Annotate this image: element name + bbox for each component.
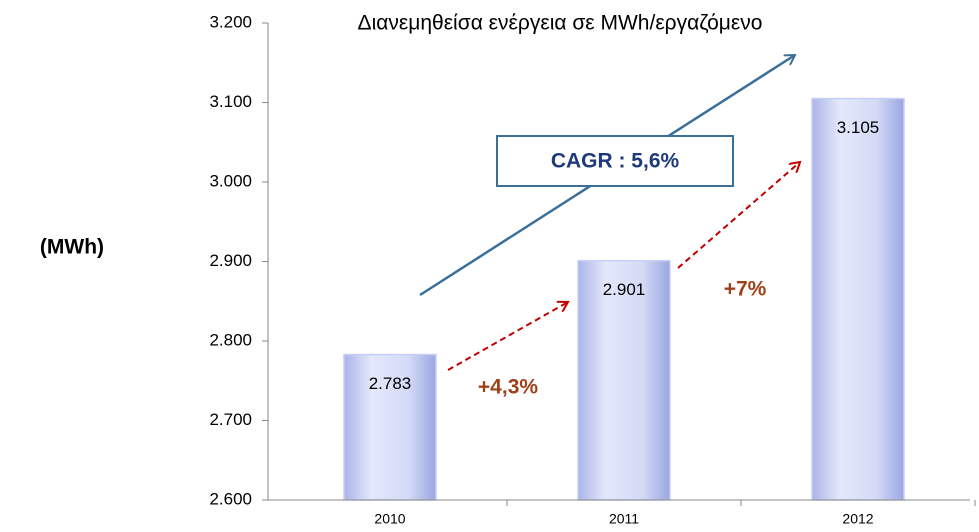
value-label: 2.901 [603,280,646,299]
chart-title: Διανεμηθείσα ενέργεια σε MWh/εργαζόμενο [358,12,763,35]
x-tick-label: 2011 [609,511,639,527]
y-tick-label: 2.700 [209,410,252,429]
growth-arrow [677,162,800,269]
cagr-label: CAGR : 5,6% [551,150,680,173]
y-tick-label: 3.200 [209,12,252,31]
y-tick-label: 2.800 [209,330,252,349]
y-tick-label: 3.100 [209,92,252,111]
y-axis-label: (MWh) [40,236,104,259]
growth-label: +4,3% [478,376,538,399]
x-tick-label: 2010 [374,511,405,527]
growth-arrow [447,302,568,371]
value-label: 2.783 [369,374,412,393]
bar [577,259,671,501]
y-tick-label: 2.600 [209,489,252,508]
value-label: 3.105 [837,118,880,137]
cagr-box [496,135,734,187]
bar [811,97,905,501]
y-tick-label: 2.900 [209,251,252,270]
growth-label: +7% [724,278,767,301]
bar [343,353,437,501]
y-tick-label: 3.000 [209,171,252,190]
x-tick-label: 2012 [842,511,873,527]
